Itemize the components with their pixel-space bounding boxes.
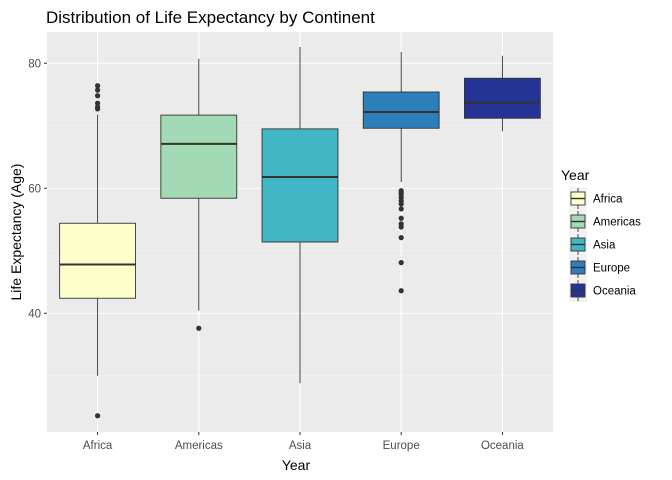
x-tick-label: Americas [175, 440, 223, 452]
outlier-point [398, 206, 404, 212]
outlier-point [196, 325, 202, 331]
x-tick-label: Oceania [481, 440, 524, 452]
legend-title: Year [561, 167, 590, 183]
outlier-point [398, 260, 404, 266]
box-iqr [59, 222, 137, 299]
y-axis-title: Life Expectancy (Age) [8, 164, 24, 301]
outlier-point [398, 221, 404, 227]
outlier-point [95, 87, 101, 93]
y-tick-label: 40 [28, 308, 41, 320]
box-iqr [464, 77, 541, 119]
outlier-point [95, 93, 101, 99]
legend-label: Africa [593, 194, 623, 206]
box-asia [261, 47, 339, 384]
legend-item-africa: Africa [569, 187, 623, 210]
y-tick-label: 80 [28, 58, 41, 70]
outlier-point [398, 235, 404, 241]
legend-item-americas: Americas [569, 210, 641, 233]
x-tick-label: Africa [83, 440, 113, 452]
x-tick-label: Europe [383, 440, 420, 452]
legend-item-oceania: Oceania [569, 279, 636, 302]
outlier-point [398, 288, 404, 294]
box-americas [160, 58, 238, 331]
box-iqr [261, 128, 339, 243]
legend-label: Americas [593, 217, 641, 229]
x-axis: Africa Americas Asia Europe Oceania [83, 432, 524, 452]
legend-label: Oceania [593, 286, 636, 298]
box-europe [362, 52, 440, 294]
box-iqr [160, 114, 238, 199]
box-africa [59, 83, 137, 419]
legend-label: Europe [593, 263, 630, 275]
y-axis: 40 60 80 [28, 58, 47, 320]
x-axis-title: Year [282, 457, 311, 473]
outlier-point [398, 215, 404, 221]
legend-item-asia: Asia [569, 233, 616, 256]
x-tick-label: Asia [289, 440, 312, 452]
outlier-point [95, 83, 101, 89]
y-tick-label: 60 [28, 183, 41, 195]
legend-item-europe: Europe [569, 256, 630, 279]
outlier-point [95, 100, 101, 106]
legend: Year Africa Americas Asia Europe Oceania [561, 167, 641, 302]
box-oceania [464, 55, 541, 132]
chart-title: Distribution of Life Expectancy by Conti… [46, 8, 375, 27]
outlier-point [398, 188, 404, 194]
plot-panel [47, 32, 553, 432]
outlier-point [95, 104, 101, 110]
outlier-point [95, 413, 101, 419]
legend-label: Asia [593, 240, 616, 252]
box-iqr [362, 91, 440, 129]
